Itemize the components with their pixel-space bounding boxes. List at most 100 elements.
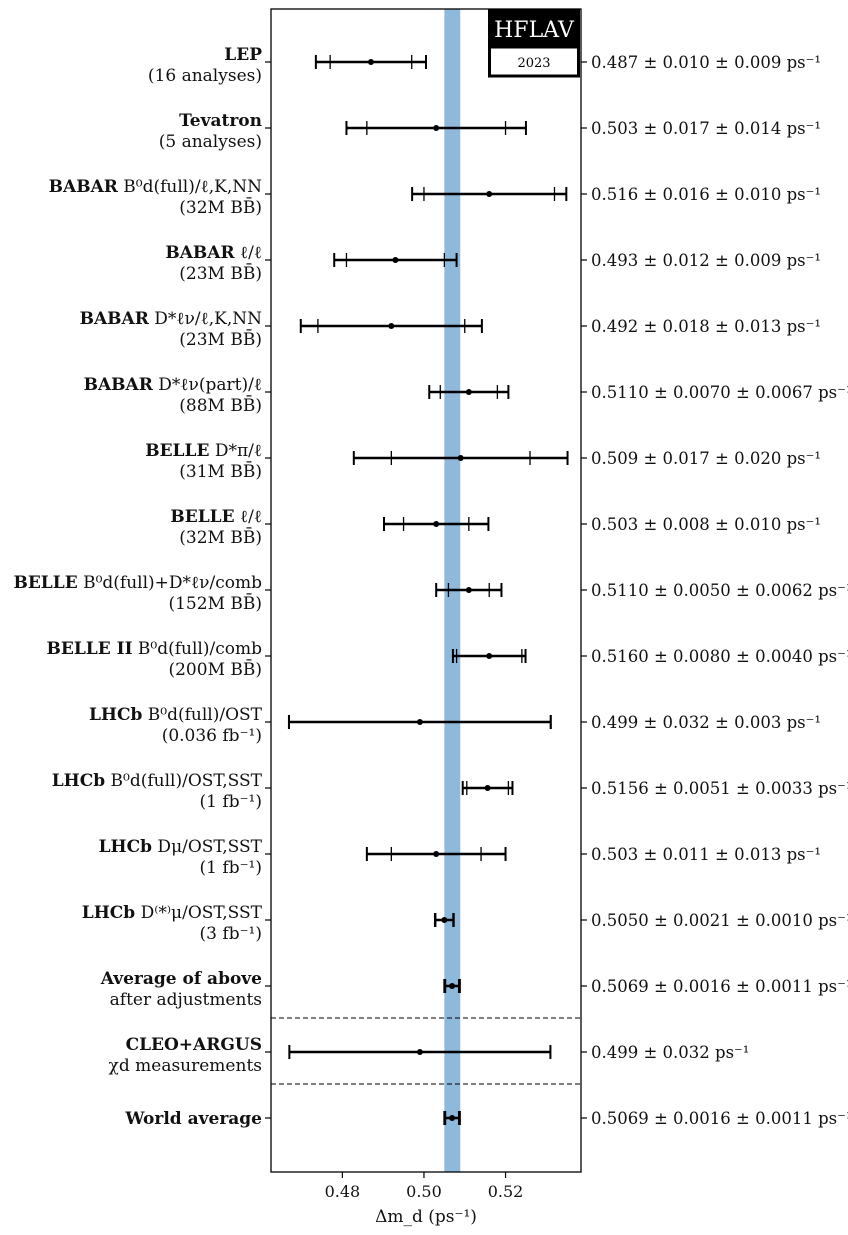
row-result-value: 0.499 ± 0.032 ± 0.003 ps⁻¹ <box>591 713 821 732</box>
row-label-suffix: ℓ/ℓ <box>235 243 262 263</box>
label-layer: LEP(16 analyses) Tevatron(5 analyses) BABA… <box>13 45 262 1129</box>
row-label-sub: (23M BB̄) <box>179 262 262 284</box>
row-label-title: BELLE II B⁰d(full)/comb <box>47 639 263 659</box>
row-label-sub: (5 analyses) <box>159 132 262 152</box>
row-label-sub: (32M BB̄) <box>179 526 262 548</box>
central-value-point <box>416 719 423 725</box>
row-result-value: 0.5110 ± 0.0050 ± 0.0062 ps⁻¹ <box>591 581 848 600</box>
row-label-suffix: B⁰d(full)/OST,SST <box>105 771 263 791</box>
row-label-suffix: B⁰d(full)/comb <box>133 639 263 659</box>
row-label-name: LHCb <box>52 771 106 791</box>
row-result-value: 0.5160 ± 0.0080 ± 0.0040 ps⁻¹ <box>591 647 848 666</box>
row-label-title: LHCb B⁰d(full)/OST,SST <box>52 771 263 791</box>
row-label-suffix: B⁰d(full)+D*ℓν/comb <box>78 573 262 593</box>
row-label-name: BELLE <box>145 441 209 461</box>
row-label-name: LHCb <box>82 903 136 923</box>
result-value-layer: 0.487 ± 0.010 ± 0.009 ps⁻¹ 0.503 ± 0.017 … <box>591 53 848 1128</box>
x-tick-label: 0.48 <box>325 1182 361 1201</box>
row-label-suffix: B⁰d(full)/OST <box>142 705 262 725</box>
central-value-point <box>465 389 472 395</box>
row-label-suffix: D⁽*⁾μ/OST,SST <box>135 903 262 923</box>
row-result-value: 0.5069 ± 0.0016 ± 0.0011 ps⁻¹ <box>591 977 848 996</box>
central-value-point <box>486 191 493 197</box>
row-label-name: BABAR <box>165 243 235 263</box>
row-label-title: LEP <box>224 45 262 65</box>
x-tick-label: 0.52 <box>488 1182 524 1201</box>
row-result-value: 0.516 ± 0.016 ± 0.010 ps⁻¹ <box>591 185 821 204</box>
central-value-point <box>465 587 472 593</box>
row-label-suffix: D*π/ℓ <box>209 441 262 461</box>
central-value-point <box>433 851 440 857</box>
plot-frame <box>270 8 582 1173</box>
row-result-value: 0.5156 ± 0.0051 ± 0.0033 ps⁻¹ <box>591 779 848 798</box>
row-label-sub: (0.036 fb⁻¹) <box>162 726 262 746</box>
row-result-value: 0.5110 ± 0.0070 ± 0.0067 ps⁻¹ <box>591 383 848 402</box>
central-value-point <box>486 653 493 659</box>
row-result-value: 0.487 ± 0.010 ± 0.009 ps⁻¹ <box>591 53 821 72</box>
row-result-value: 0.503 ± 0.017 ± 0.014 ps⁻¹ <box>591 119 821 138</box>
row-label-suffix: D*ℓν/ℓ,K,NN <box>149 309 262 329</box>
hflav-logo-title: HFLAV <box>494 18 575 43</box>
row-label-sub: (23M BB̄) <box>179 328 262 350</box>
hflav-logo-year: 2023 <box>517 56 550 71</box>
row-label-sub: (200M BB̄) <box>168 658 262 680</box>
x-tick-label: 0.50 <box>406 1182 442 1201</box>
row-label-suffix: ℓ/ℓ <box>235 507 262 527</box>
row-label-sub: χd measurements <box>109 1056 262 1076</box>
row-label-sub: (31M BB̄) <box>179 460 262 482</box>
row-label-title: Tevatron <box>179 111 262 131</box>
row-label-sub: (16 analyses) <box>148 66 262 86</box>
row-label-title: BABAR ℓ/ℓ <box>165 243 262 263</box>
hflav-logo: HFLAV 2023 <box>488 9 580 78</box>
row-result-value: 0.493 ± 0.012 ± 0.009 ps⁻¹ <box>591 251 821 270</box>
x-axis-title: Δm_d (ps⁻¹) <box>375 1207 477 1227</box>
central-value-point <box>457 455 464 461</box>
row-label-name: World average <box>124 1109 262 1129</box>
central-value-point <box>484 785 491 791</box>
row-label-title: Average of above <box>100 969 262 989</box>
row-label-name: BABAR <box>80 309 150 329</box>
row-label-name: BELLE II <box>47 639 133 659</box>
central-value-point <box>441 917 448 923</box>
row-label-title: LHCb D⁽*⁾μ/OST,SST <box>82 903 263 923</box>
hflav-logo-top <box>488 9 580 47</box>
row-label-name: LEP <box>224 45 262 65</box>
row-label-sub: (88M BB̄) <box>179 394 262 416</box>
row-label-suffix: Dμ/OST,SST <box>152 837 263 857</box>
row-label-name: Tevatron <box>179 111 262 131</box>
row-result-value: 0.5069 ± 0.0016 ± 0.0011 ps⁻¹ <box>591 1109 848 1128</box>
errorbar-layer <box>287 55 569 1125</box>
separator-layer <box>271 1017 581 1085</box>
row-label-title: CLEO+ARGUS <box>126 1035 262 1055</box>
hflav-logo-bottom <box>488 45 580 78</box>
row-label-title: BABAR D*ℓν/ℓ,K,NN <box>80 309 263 329</box>
central-value-point <box>449 983 456 989</box>
row-label-title: LHCb Dμ/OST,SST <box>99 837 263 857</box>
row-label-title: BABAR B⁰d(full)/ℓ,K,NN <box>49 177 262 197</box>
row-label-name: BABAR <box>84 375 154 395</box>
row-result-value: 0.5050 ± 0.0021 ± 0.0010 ps⁻¹ <box>591 911 848 930</box>
central-value-point <box>433 125 440 131</box>
central-value-point <box>449 1115 456 1121</box>
row-label-title: BELLE B⁰d(full)+D*ℓν/comb <box>13 573 262 593</box>
row-label-name: BELLE <box>170 507 234 527</box>
row-result-value: 0.499 ± 0.032 ps⁻¹ <box>591 1043 749 1062</box>
central-value-point <box>367 59 374 65</box>
central-value-point <box>433 521 440 527</box>
row-label-sub: (152M BB̄) <box>168 592 262 614</box>
row-label-title: World average <box>124 1109 262 1129</box>
row-label-sub: (3 fb⁻¹) <box>200 924 262 944</box>
row-label-name: LHCb <box>99 837 153 857</box>
row-label-suffix: D*ℓν(part)/ℓ <box>153 375 262 395</box>
row-label-name: CLEO+ARGUS <box>126 1035 262 1055</box>
row-label-name: BELLE <box>13 573 77 593</box>
central-value-point <box>392 257 399 263</box>
row-label-title: LHCb B⁰d(full)/OST <box>89 705 263 725</box>
tick-layer: 0.48 0.50 0.52 <box>265 61 587 1201</box>
row-label-name: LHCb <box>89 705 143 725</box>
row-label-title: BELLE ℓ/ℓ <box>170 507 262 527</box>
row-result-value: 0.509 ± 0.017 ± 0.020 ps⁻¹ <box>591 449 821 468</box>
central-value-point <box>416 1049 423 1055</box>
